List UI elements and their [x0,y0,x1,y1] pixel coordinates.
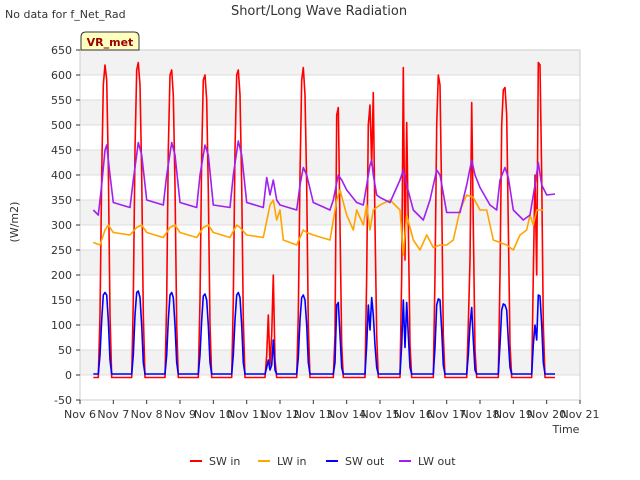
plot-band [80,150,580,175]
y-tick-label: 200 [51,269,72,282]
y-tick-label: 600 [51,69,72,82]
y-tick-label: 0 [65,369,72,382]
x-tick-label: Nov 10 [194,408,233,421]
x-tick-label: Nov 9 [164,408,196,421]
badge: VR_met [80,31,140,51]
x-tick-label: Nov 7 [97,408,129,421]
y-tick-label: 350 [51,194,72,207]
y-tick-label: 100 [51,319,72,332]
x-tick-label: Nov 16 [394,408,433,421]
badge-label: VR_met [87,36,134,49]
series-layer [92,61,556,379]
x-tick-label: Nov 12 [261,408,300,421]
y-tick-label: 550 [51,94,72,107]
x-tick-label: Nov 18 [461,408,500,421]
series-line-lw-out [92,140,556,221]
y-tick-label: 650 [51,44,72,57]
y-tick-label: -50 [54,394,72,407]
legend-label-sw-out: SW out [345,455,385,468]
y-tick-label: 250 [51,244,72,257]
legend: SW in LW in SW out LW out [190,455,456,468]
badge-shape [80,31,140,51]
plot-band [80,375,580,400]
y-tick-label: 450 [51,144,72,157]
y-tick-label: 150 [51,294,72,307]
legend-label-sw-in: SW in [209,455,240,468]
series-line-sw-out [93,290,555,375]
x-tick-label: Nov 19 [494,408,533,421]
y-tick-label: 400 [51,169,72,182]
x-tick-label: Nov 20 [527,408,566,421]
y-axis-ticks: -50 0 50 100 150 200 250 300 350 400 450 500 550 600 6… [51,44,80,407]
series-line-sw-in [93,61,555,379]
legend-label-lw-in: LW in [277,455,307,468]
plot-band [80,250,580,275]
series-line-lw-in [93,189,544,256]
plot-band [80,125,580,150]
chart-title: Short/Long Wave Radiation [231,4,407,19]
legend-label-lw-out: LW out [418,455,456,468]
plot-band [80,100,580,125]
plot-band [80,75,580,100]
x-tick-label: Nov 14 [327,408,366,421]
plot-band [80,175,580,200]
x-tick-label: Nov 21 [561,408,600,421]
x-axis-label: Time [552,423,580,436]
plot-band [80,350,580,375]
plot-band [80,50,580,75]
plot-band [80,275,580,300]
plot-background [80,50,580,400]
plot-band [80,300,580,325]
x-tick-label: Nov 15 [361,408,400,421]
x-tick-label: Nov 6 [64,408,96,421]
x-tick-label: Nov 8 [131,408,163,421]
plot-band [80,325,580,350]
y-tick-label: 50 [58,344,72,357]
x-tick-label: Nov 13 [294,408,333,421]
x-tick-label: Nov 11 [227,408,266,421]
y-tick-label: 300 [51,219,72,232]
y-tick-label: 500 [51,119,72,132]
plot-band [80,200,580,225]
x-tick-label: Nov 17 [427,408,466,421]
corner-note: No data for f_Net_Rad [5,8,126,21]
y-axis-label: (W/m2) [8,202,21,243]
